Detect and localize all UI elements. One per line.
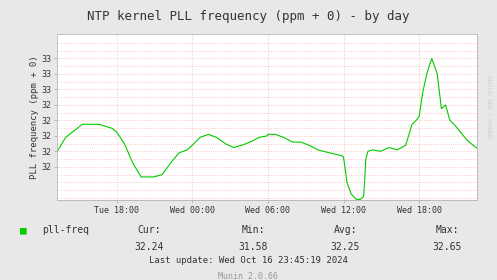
Text: Min:: Min: — [242, 225, 265, 235]
Text: Max:: Max: — [435, 225, 459, 235]
Text: Avg:: Avg: — [333, 225, 357, 235]
Text: Munin 2.0.66: Munin 2.0.66 — [219, 272, 278, 280]
Y-axis label: PLL frequency (ppm + 0): PLL frequency (ppm + 0) — [30, 55, 39, 179]
Text: Cur:: Cur: — [137, 225, 161, 235]
Text: 32.65: 32.65 — [432, 242, 462, 252]
Text: RRDTOOL / TOBI OETIKER: RRDTOOL / TOBI OETIKER — [489, 75, 494, 138]
Text: 32.25: 32.25 — [331, 242, 360, 252]
Text: 32.24: 32.24 — [134, 242, 164, 252]
Text: pll-freq: pll-freq — [42, 225, 89, 235]
Text: ■: ■ — [20, 225, 27, 235]
Text: Last update: Wed Oct 16 23:45:19 2024: Last update: Wed Oct 16 23:45:19 2024 — [149, 256, 348, 265]
Text: NTP kernel PLL frequency (ppm + 0) - by day: NTP kernel PLL frequency (ppm + 0) - by … — [87, 10, 410, 23]
Text: 31.58: 31.58 — [239, 242, 268, 252]
